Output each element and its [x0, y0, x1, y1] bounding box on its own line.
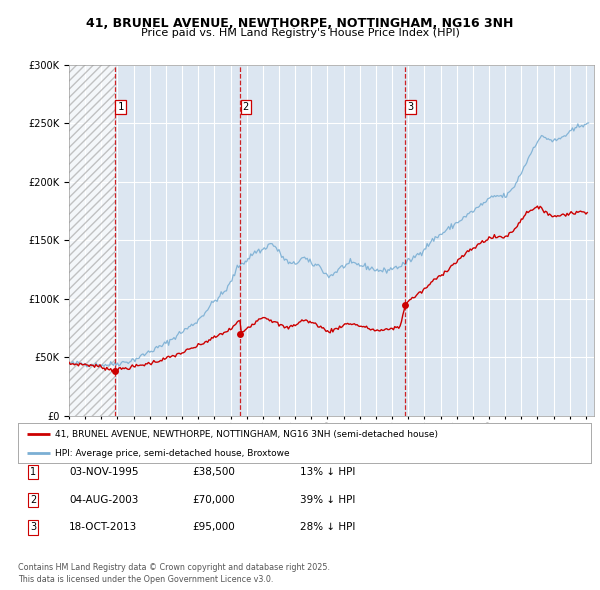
- Text: £38,500: £38,500: [192, 467, 235, 477]
- Text: 13% ↓ HPI: 13% ↓ HPI: [300, 467, 355, 477]
- Text: £95,000: £95,000: [192, 523, 235, 532]
- Text: 28% ↓ HPI: 28% ↓ HPI: [300, 523, 355, 532]
- Text: £70,000: £70,000: [192, 495, 235, 504]
- Text: Contains HM Land Registry data © Crown copyright and database right 2025.
This d: Contains HM Land Registry data © Crown c…: [18, 563, 330, 584]
- Bar: [69, 65, 115, 416]
- Text: 41, BRUNEL AVENUE, NEWTHORPE, NOTTINGHAM, NG16 3NH (semi-detached house): 41, BRUNEL AVENUE, NEWTHORPE, NOTTINGHAM…: [55, 430, 438, 439]
- Text: 1: 1: [30, 467, 36, 477]
- Text: 2: 2: [242, 102, 249, 112]
- Text: 41, BRUNEL AVENUE, NEWTHORPE, NOTTINGHAM, NG16 3NH: 41, BRUNEL AVENUE, NEWTHORPE, NOTTINGHAM…: [86, 17, 514, 30]
- Text: 1: 1: [118, 102, 124, 112]
- Text: 03-NOV-1995: 03-NOV-1995: [69, 467, 139, 477]
- Text: 3: 3: [407, 102, 413, 112]
- Text: 2: 2: [30, 495, 36, 504]
- Text: 04-AUG-2003: 04-AUG-2003: [69, 495, 139, 504]
- Text: 3: 3: [30, 523, 36, 532]
- Text: 18-OCT-2013: 18-OCT-2013: [69, 523, 137, 532]
- Text: Price paid vs. HM Land Registry's House Price Index (HPI): Price paid vs. HM Land Registry's House …: [140, 28, 460, 38]
- Text: HPI: Average price, semi-detached house, Broxtowe: HPI: Average price, semi-detached house,…: [55, 448, 290, 458]
- Text: 39% ↓ HPI: 39% ↓ HPI: [300, 495, 355, 504]
